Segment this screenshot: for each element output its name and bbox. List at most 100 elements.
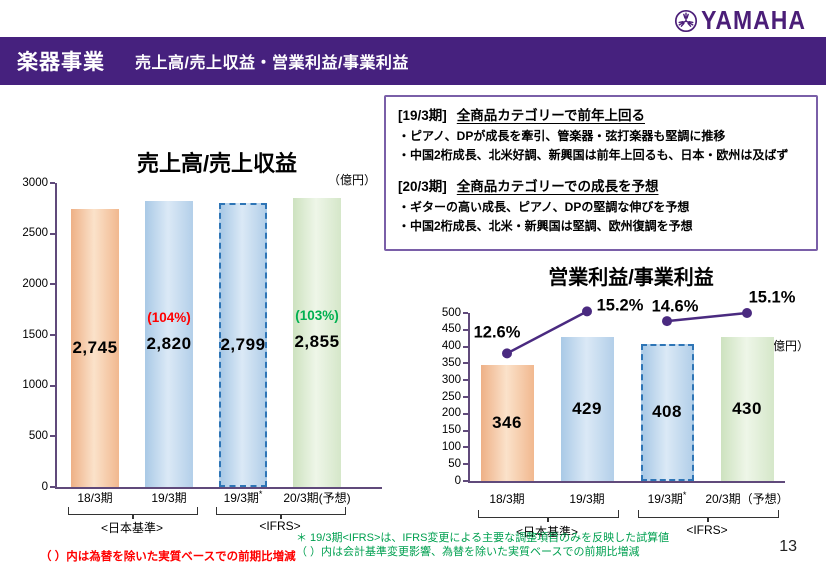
- title-banner: 楽器事業 売上高/売上収益・営業利益/事業利益: [0, 37, 826, 85]
- period-tag: [20/3期]: [398, 179, 447, 195]
- info-headline: [19/3期] 全商品カテゴリーで前年上回る: [398, 104, 804, 124]
- y-tick-label: 3000: [22, 176, 48, 189]
- bar-19/3期*: [640, 343, 694, 481]
- bar-value-label: 2,799: [220, 335, 266, 355]
- x-axis: [55, 487, 382, 489]
- group-bracket-label: <IFRS>: [259, 519, 301, 533]
- x-axis-label: 19/3期: [151, 491, 187, 505]
- yamaha-tuning-fork-icon: [675, 9, 698, 32]
- bullet: ・中国2桁成長、北米・新興国は堅調、欧州復調を予想: [398, 218, 693, 233]
- y-tick: [463, 412, 468, 415]
- y-tick-label: 500: [28, 429, 48, 442]
- highlights-box: [19/3期] 全商品カテゴリーで前年上回る ・ピアノ、DPが成長を牽引、管楽器・…: [384, 95, 818, 251]
- y-tick: [50, 283, 55, 286]
- footnote-green-line2: （ ）内は会計基準変更影響、為替を除いた実質ベースでの前期比増減: [296, 546, 640, 558]
- y-tick: [50, 486, 55, 488]
- y-axis: [468, 313, 470, 483]
- info-section-20-3: [20/3期] 全商品カテゴリーでの成長を予想 ・ギターの高い成長、ピアノ、DPの…: [398, 175, 804, 235]
- line-percent-label: 15.1%: [748, 288, 796, 307]
- bullet: ・ピアノ、DPが成長を牽引、管楽器・弦打楽器も堅調に推移: [398, 129, 726, 143]
- bar-value-label: 408: [652, 402, 682, 422]
- footnote-green: ＊ 19/3期<IFRS>は、IFRS変更による主要な調整項目のみを反映した試算…: [296, 531, 669, 559]
- y-tick: [50, 435, 55, 438]
- bar-18/3期: [480, 364, 534, 481]
- y-tick: [463, 396, 468, 398]
- y-tick: [463, 345, 468, 348]
- group-bracket-label: <日本基準>: [100, 521, 164, 535]
- y-tick: [463, 429, 468, 432]
- bullet: ・ギターの高い成長、ピアノ、DPの堅調な伸びを予想: [398, 200, 690, 215]
- y-axis: [55, 183, 57, 489]
- page-number: 13: [779, 538, 797, 555]
- x-axis-label: 20/3期（予想）: [705, 492, 789, 506]
- y-tick: [463, 362, 468, 365]
- line-percent-label: 14.6%: [651, 297, 699, 316]
- bar-annotation: (103%): [295, 308, 339, 324]
- bar-value-label: 2,745: [72, 337, 118, 357]
- y-tick: [50, 232, 55, 235]
- y-tick: [463, 446, 468, 449]
- y-tick-label: 1500: [22, 328, 48, 341]
- bar-value-label: 430: [732, 398, 762, 418]
- y-tick: [463, 312, 468, 314]
- y-tick-label: 2000: [22, 277, 48, 290]
- line-percent-label: 15.2%: [596, 296, 644, 315]
- bar-18/3期: [71, 208, 119, 487]
- y-tick-label: 250: [441, 390, 461, 403]
- y-tick-label: 450: [441, 323, 461, 336]
- y-tick-label: 200: [441, 407, 461, 420]
- y-tick-label: 0: [41, 480, 48, 493]
- logo-row: YAMAHA: [0, 0, 826, 37]
- info-headline: [20/3期] 全商品カテゴリーでの成長を予想: [398, 175, 804, 195]
- y-tick-label: 0: [454, 474, 461, 487]
- group-bracket-label: <日本基準>: [515, 525, 579, 539]
- y-tick-label: 350: [441, 356, 461, 369]
- x-axis-label: 20/3期(予想): [283, 491, 351, 505]
- footnote-red: （ ）内は為替を除いた実質ベースでの前期比増減: [40, 551, 296, 563]
- sales-unit-label: （億円）: [328, 173, 377, 187]
- bracket-center-tick: [280, 514, 282, 519]
- bar-19/3期*: [219, 203, 267, 487]
- headline-text: 全商品カテゴリーでの成長を予想: [456, 179, 659, 195]
- y-tick: [50, 384, 55, 387]
- period-tag: [19/3期]: [398, 108, 447, 123]
- y-tick-label: 400: [441, 340, 461, 353]
- x-axis-label: 18/3期: [77, 491, 113, 505]
- bar-20/3期(予想): [293, 197, 341, 487]
- y-tick: [463, 328, 468, 331]
- info-section-19-3: [19/3期] 全商品カテゴリーで前年上回る ・ピアノ、DPが成長を牽引、管楽器・…: [398, 104, 804, 164]
- logo-wordmark: YAMAHA: [701, 5, 806, 35]
- bar-value-label: 429: [572, 398, 602, 418]
- y-tick-label: 50: [448, 457, 461, 470]
- x-axis-label: 19/3期*: [223, 489, 263, 505]
- headline-text: 全商品カテゴリーで前年上回る: [456, 108, 645, 123]
- yamaha-logo: YAMAHA: [674, 5, 806, 35]
- x-axis-label: 19/3期: [569, 492, 605, 506]
- bar-value-label: 2,820: [146, 334, 192, 354]
- y-tick: [463, 463, 468, 466]
- y-tick-label: 100: [441, 440, 461, 453]
- y-tick-label: 500: [441, 306, 461, 319]
- bracket-center-tick: [132, 514, 134, 519]
- sales-chart: 売上高/売上収益 （億円） 0 500 1000 1500 2000 2500 3000 2,…: [20, 140, 400, 545]
- x-axis-label: 19/3期*: [647, 490, 687, 506]
- footnote-green-line1: ＊ 19/3期<IFRS>は、IFRS変更による主要な調整項目のみを反映した試算…: [296, 532, 670, 544]
- y-tick: [463, 480, 468, 482]
- bar-19/3期: [560, 336, 614, 481]
- y-tick: [50, 334, 55, 336]
- bullet: ・中国2桁成長、北米好調、新興国は前年上回るも、日本・欧州は及ばず: [398, 147, 789, 162]
- y-tick-label: 2500: [22, 227, 48, 240]
- bracket-center-tick: [547, 517, 549, 522]
- bar-19/3期: [145, 201, 193, 487]
- bar-value-label: 346: [492, 412, 522, 432]
- group-bracket-label: <IFRS>: [686, 523, 728, 537]
- y-tick-label: 1000: [22, 379, 48, 392]
- line-percent-label: 12.6%: [473, 323, 521, 342]
- sales-chart-title: 売上高/売上収益: [136, 151, 298, 176]
- y-tick: [463, 379, 468, 382]
- y-tick-label: 300: [441, 373, 461, 386]
- page-title: 楽器事業: [17, 51, 105, 74]
- bar-annotation: (104%): [147, 310, 191, 326]
- profit-chart-title: 営業利益/事業利益: [548, 267, 714, 289]
